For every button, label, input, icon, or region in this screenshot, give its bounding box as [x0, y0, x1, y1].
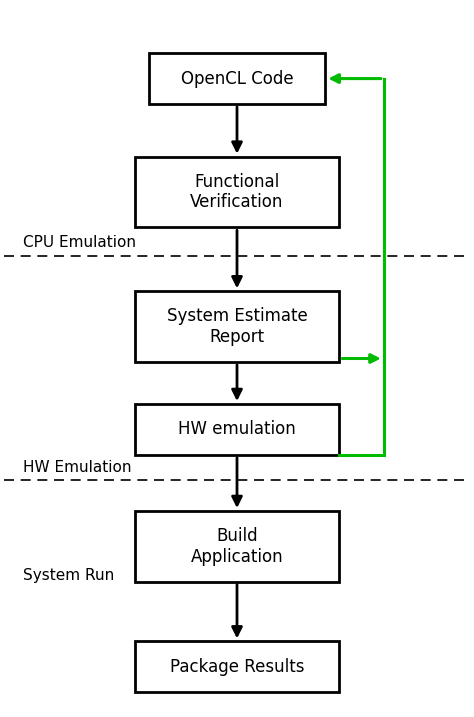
Text: HW emulation: HW emulation [178, 420, 296, 438]
FancyBboxPatch shape [135, 511, 339, 581]
Text: Functional
Verification: Functional Verification [191, 173, 283, 212]
Text: CPU Emulation: CPU Emulation [23, 235, 136, 250]
Text: Package Results: Package Results [170, 657, 304, 675]
Text: System Run: System Run [23, 568, 114, 583]
FancyBboxPatch shape [148, 53, 326, 104]
Text: HW Emulation: HW Emulation [23, 460, 131, 475]
Text: Build
Application: Build Application [191, 527, 283, 566]
Text: OpenCL Code: OpenCL Code [181, 70, 293, 87]
FancyBboxPatch shape [135, 291, 339, 362]
FancyBboxPatch shape [135, 156, 339, 227]
FancyBboxPatch shape [135, 641, 339, 693]
Text: System Estimate
Report: System Estimate Report [167, 307, 307, 346]
FancyBboxPatch shape [135, 404, 339, 455]
